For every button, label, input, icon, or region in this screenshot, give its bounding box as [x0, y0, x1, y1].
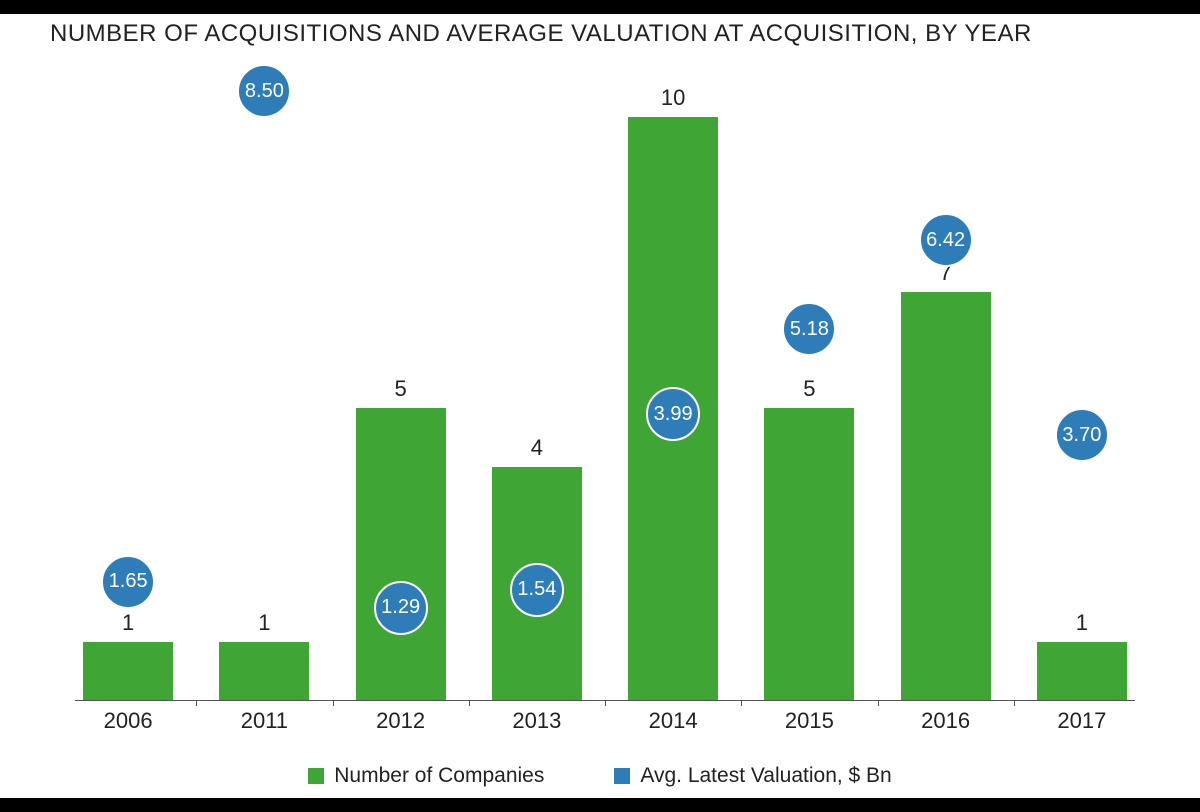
x-axis-label: 2006 — [104, 708, 153, 734]
x-tick — [605, 700, 606, 706]
valuation-bubble: 1.54 — [510, 563, 564, 617]
x-axis-label: 2014 — [649, 708, 698, 734]
valuation-bubble: 3.70 — [1055, 408, 1109, 462]
legend-label-bubbles: Avg. Latest Valuation, $ Bn — [640, 764, 891, 788]
plot-region: 11.65200618.50201151.29201241.542013103.… — [60, 70, 1150, 700]
legend-swatch-bubbles — [614, 768, 630, 784]
bar — [83, 642, 173, 700]
x-axis-label: 2015 — [785, 708, 834, 734]
legend-swatch-bars — [308, 768, 324, 784]
x-tick — [333, 700, 334, 706]
x-axis-label: 2012 — [376, 708, 425, 734]
legend-item-bubbles: Avg. Latest Valuation, $ Bn — [614, 764, 891, 788]
bar-value-label: 5 — [395, 376, 407, 402]
valuation-bubble: 6.42 — [919, 213, 973, 267]
x-tick — [1014, 700, 1015, 706]
valuation-bubble: 3.99 — [646, 387, 700, 441]
x-axis-label: 2016 — [921, 708, 970, 734]
x-axis-label: 2017 — [1057, 708, 1106, 734]
legend-item-bars: Number of Companies — [308, 764, 544, 788]
bar-value-label: 10 — [661, 85, 685, 111]
bar-value-label: 5 — [803, 376, 815, 402]
valuation-bubble: 1.29 — [374, 581, 428, 635]
bottom-black-bar — [0, 798, 1200, 812]
valuation-bubble: 8.50 — [237, 64, 291, 118]
bar — [1037, 642, 1127, 700]
top-black-bar — [0, 0, 1200, 14]
x-tick — [878, 700, 879, 706]
bar — [356, 408, 446, 700]
x-tick — [469, 700, 470, 706]
bar — [901, 292, 991, 700]
bar — [219, 642, 309, 700]
valuation-bubble: 5.18 — [782, 302, 836, 356]
bar-value-label: 1 — [1076, 610, 1088, 636]
x-tick — [196, 700, 197, 706]
valuation-bubble: 1.65 — [101, 555, 155, 609]
chart-area: 11.65200618.50201151.29201241.542013103.… — [60, 70, 1150, 700]
legend-label-bars: Number of Companies — [334, 764, 544, 788]
x-axis-label: 2011 — [241, 708, 288, 734]
bar-value-label: 1 — [258, 610, 270, 636]
x-tick — [741, 700, 742, 706]
bar — [764, 408, 854, 700]
bar-value-label: 1 — [122, 610, 134, 636]
chart-title: NUMBER OF ACQUISITIONS AND AVERAGE VALUA… — [50, 20, 1032, 48]
legend: Number of Companies Avg. Latest Valuatio… — [0, 764, 1200, 788]
x-axis-label: 2013 — [512, 708, 561, 734]
bar-value-label: 4 — [531, 435, 543, 461]
